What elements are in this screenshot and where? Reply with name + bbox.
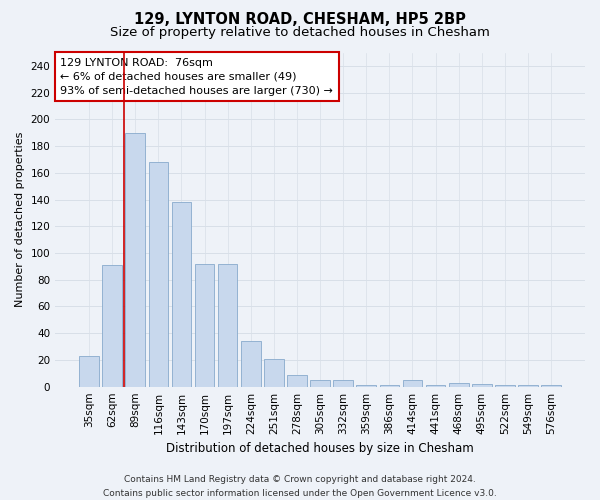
Bar [310, 380, 330, 386]
Text: Size of property relative to detached houses in Chesham: Size of property relative to detached ho… [110, 26, 490, 39]
Text: Contains HM Land Registry data © Crown copyright and database right 2024.
Contai: Contains HM Land Registry data © Crown c… [103, 476, 497, 498]
Bar [287, 374, 307, 386]
Bar [334, 380, 353, 386]
Bar [79, 356, 99, 386]
Bar [218, 264, 238, 386]
Bar [264, 358, 284, 386]
Bar [149, 162, 168, 386]
Bar [472, 384, 491, 386]
Bar [241, 341, 260, 386]
Text: 129, LYNTON ROAD, CHESHAM, HP5 2BP: 129, LYNTON ROAD, CHESHAM, HP5 2BP [134, 12, 466, 28]
Bar [125, 132, 145, 386]
Y-axis label: Number of detached properties: Number of detached properties [15, 132, 25, 308]
Bar [103, 265, 122, 386]
Bar [195, 264, 214, 386]
Bar [403, 380, 422, 386]
Bar [449, 382, 469, 386]
X-axis label: Distribution of detached houses by size in Chesham: Distribution of detached houses by size … [166, 442, 474, 455]
Bar [172, 202, 191, 386]
Text: 129 LYNTON ROAD:  76sqm
← 6% of detached houses are smaller (49)
93% of semi-det: 129 LYNTON ROAD: 76sqm ← 6% of detached … [61, 58, 334, 96]
